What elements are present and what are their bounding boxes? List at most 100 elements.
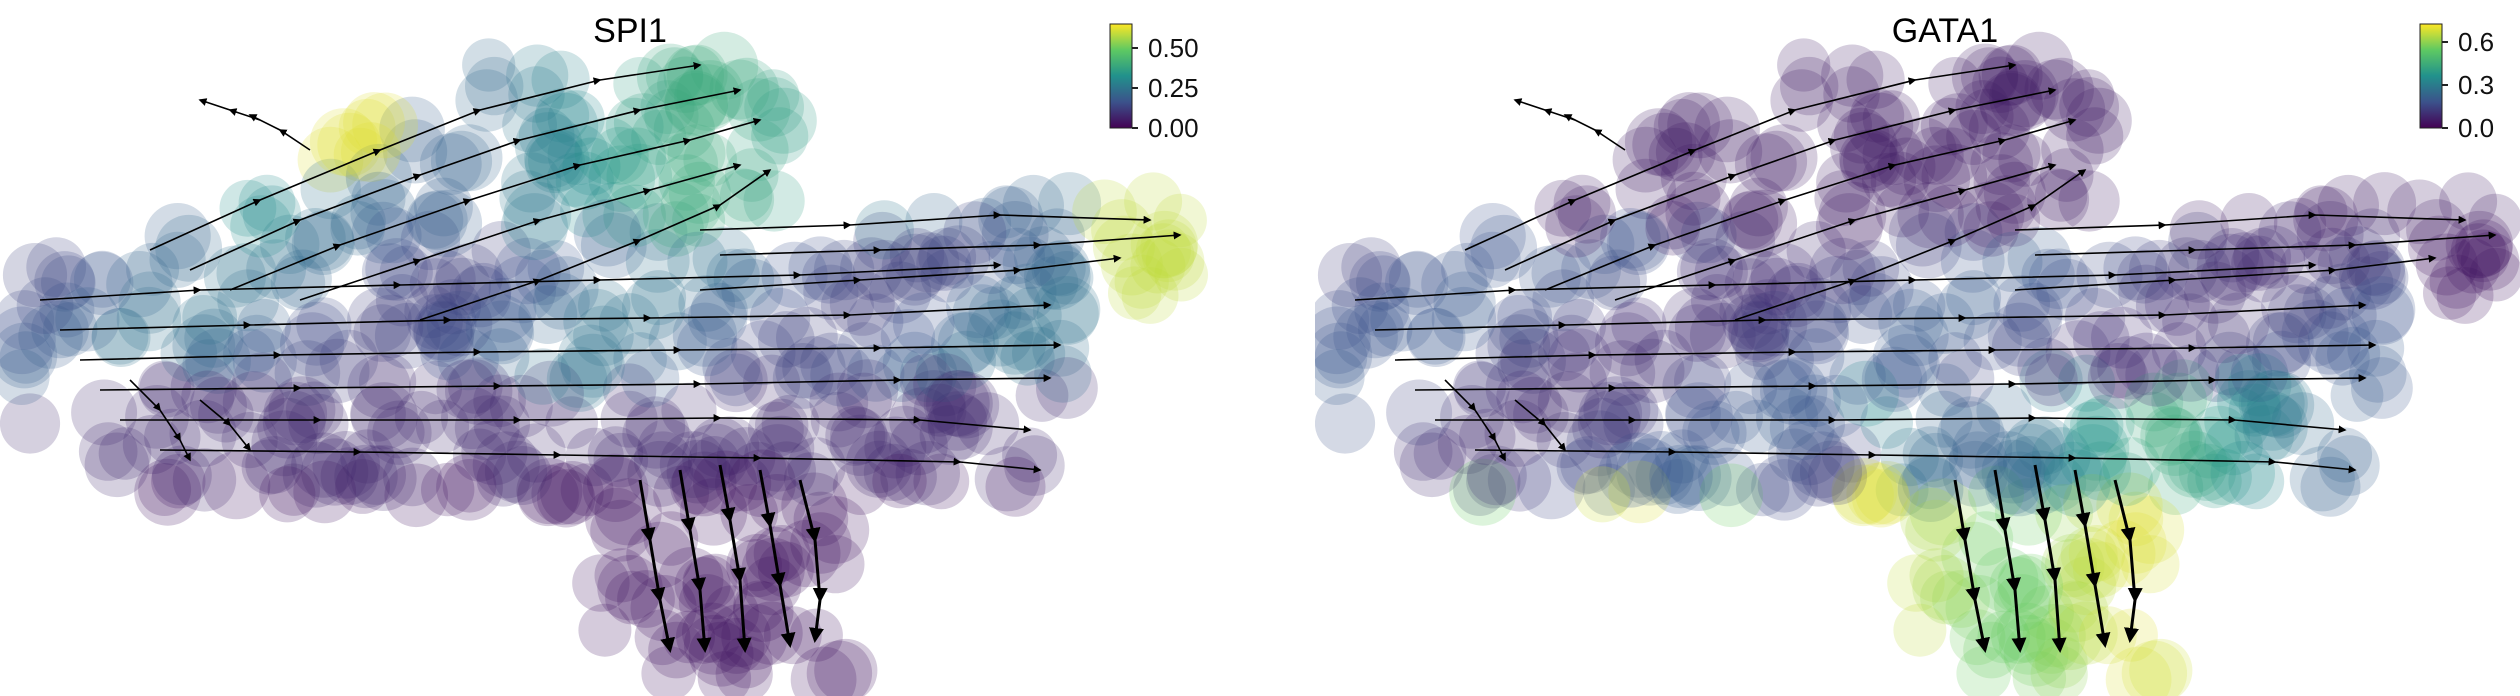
spi1-cell-dot [91, 308, 151, 367]
gata1-cell-dot [1496, 370, 1550, 424]
gata1-cell-dot [1832, 464, 1894, 527]
gata1-cell-dot [1968, 465, 2024, 522]
gata1-cell-dot [1556, 439, 1612, 495]
gata1-cell-dot [1333, 304, 1398, 369]
spi1-velocity-streamline [120, 414, 1032, 434]
spi1-cell-dot [572, 554, 630, 612]
gata1-cell-dot [1315, 331, 1368, 384]
gata1-cell-dot [2002, 288, 2063, 349]
gata1-cell-dot [1356, 255, 1411, 310]
gata1-cell-dot [1649, 444, 1713, 509]
gata1-cell-dot [1464, 231, 1521, 288]
spi1-cell-dot [585, 487, 648, 551]
gata1-cell-dot [1582, 463, 1635, 516]
gata1-cell-dot [2351, 357, 2413, 419]
gata1-cell-dot [1909, 548, 1964, 603]
gata1-cell-dot [1875, 463, 1929, 517]
gata1-colorbar-tick-2: 0.6 [2458, 27, 2494, 57]
gata1-cell-dot [1606, 432, 1672, 498]
spi1-cell-dot [202, 451, 271, 520]
spi1-cell-dot [71, 379, 138, 446]
spi1-cell-dot [257, 397, 318, 459]
gata1-cell-dot [1542, 314, 1601, 373]
gata1-cell-dot [1889, 117, 1957, 185]
spi1-cell-dots [0, 31, 1208, 696]
gata1-cell-dot [1487, 314, 1551, 378]
spi1-cell-dot [814, 638, 878, 696]
spi1-cell-dot [563, 288, 629, 354]
spi1-cell-dot [78, 422, 138, 481]
spi1-colorbar-tick-1: 0.25 [1148, 73, 1199, 103]
gata1-cell-dot [1315, 393, 1376, 454]
spi1-cell-dot [763, 606, 822, 665]
spi1-velocity-streamline [248, 114, 311, 151]
gata1-cell-dot [2387, 179, 2452, 245]
gata1-cell-dot [1815, 193, 1883, 261]
spi1-cell-dot [39, 282, 95, 338]
gata1-cell-dot [2030, 645, 2088, 696]
gata1-cell-dot [2065, 87, 2132, 154]
gata1-cell-dot [1315, 306, 1371, 375]
gata1-plot: GATA1 0.0 0.3 0.6 [1315, 12, 2520, 696]
spi1-cell-dot [293, 460, 357, 524]
gata1-cell-dot [1852, 469, 1911, 528]
gata1-velocity-streamline [2033, 464, 2067, 653]
gata1-cell-dot [1974, 431, 2042, 498]
spi1-cell-dot [918, 227, 977, 286]
gata1-cell-dots [1315, 31, 2520, 696]
gata1-cell-dot [1936, 349, 1995, 408]
spi1-cell-dot [590, 499, 652, 562]
spi1-cell-dot [697, 651, 752, 696]
spi1-cell-dot [0, 322, 58, 389]
spi1-cell-dot [1121, 267, 1179, 324]
gata1-cell-dot [1578, 381, 1643, 446]
spi1-cell-dot [182, 289, 238, 345]
spi1-cell-dot [653, 465, 709, 522]
gata1-velocity-streamline [2113, 479, 2143, 643]
spi1-cell-dot [394, 390, 448, 445]
gata1-colorbar-tick-0: 0.0 [2458, 113, 2494, 143]
spi1-cell-dot [751, 107, 809, 165]
spi1-cell-dot [1032, 276, 1101, 344]
spi1-cell-dot [537, 469, 596, 528]
gata1-cell-dot [2469, 247, 2520, 302]
spi1-cell-dot [750, 87, 817, 154]
spi1-cell-dot [832, 459, 889, 515]
spi1-velocity-streamline [99, 374, 1052, 393]
gata1-cell-dot [2066, 107, 2124, 165]
spi1-cell-dot [641, 646, 696, 696]
gata1-velocity-streamline [1514, 399, 1566, 452]
spi1-cell-dot [806, 640, 873, 696]
gata1-velocity-streamline [1474, 447, 2357, 474]
gata1-cell-dot [1315, 349, 1365, 405]
spi1-cell-dot [84, 432, 150, 498]
spi1-cell-dot [230, 195, 293, 258]
gata1-velocity-streamline [1444, 379, 1506, 462]
spi1-cell-dot [421, 462, 475, 517]
spi1-cell-dot [0, 306, 56, 375]
spi1-cell-dot [0, 393, 61, 454]
spi1-cell-dot [282, 441, 349, 508]
gata1-cell-dot [1956, 646, 2011, 696]
spi1-cell-dot [667, 231, 728, 292]
spi1-cell-dot [55, 287, 120, 352]
gata1-cell-dot [1928, 56, 1982, 111]
spi1-velocity-streamline [638, 479, 676, 653]
gata1-velocity-streamline [2073, 469, 2111, 648]
spi1-velocity-streamline [198, 98, 261, 121]
gata1-cell-dot [1577, 390, 1641, 454]
gata1-cell-dot [1354, 282, 1410, 338]
spi1-velocity-streamline [699, 254, 1122, 291]
spi1-cell-dot [621, 349, 680, 408]
gata1-cell-dot [1893, 603, 1947, 657]
spi1-cell-dot [126, 242, 180, 296]
gata1-cell-dot [1385, 251, 1449, 315]
spi1-cell-dot [880, 309, 936, 364]
gata1-cell-dot [1467, 445, 1527, 506]
gata1-cell-dot [1466, 454, 1521, 509]
gata1-velocity-streamline [1394, 341, 2377, 361]
gata1-cell-dot [2088, 519, 2156, 588]
spi1-cell-dot [1036, 282, 1099, 345]
gata1-cell-dot [1500, 328, 1566, 394]
gata1-cell-dot [1741, 290, 1808, 357]
